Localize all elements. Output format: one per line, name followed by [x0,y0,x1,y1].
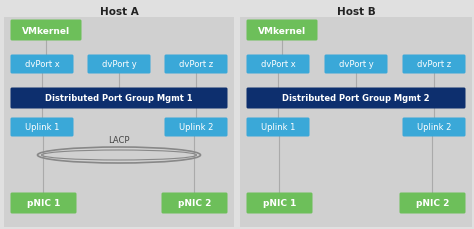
Text: pNIC 2: pNIC 2 [416,199,449,208]
Text: Host A: Host A [100,7,138,17]
Bar [240,18,472,227]
FancyBboxPatch shape [246,118,310,137]
Text: pNIC 2: pNIC 2 [178,199,211,208]
Text: Uplink 1: Uplink 1 [25,123,59,132]
FancyBboxPatch shape [402,118,465,137]
FancyBboxPatch shape [10,193,76,214]
FancyBboxPatch shape [10,55,73,74]
FancyBboxPatch shape [162,193,228,214]
Text: dvPort y: dvPort y [101,60,137,69]
FancyBboxPatch shape [10,118,73,137]
FancyBboxPatch shape [246,55,310,74]
FancyBboxPatch shape [88,55,151,74]
Text: dvPort x: dvPort x [25,60,59,69]
Text: VMkernel: VMkernel [22,26,70,35]
Text: VMkernel: VMkernel [258,26,306,35]
FancyBboxPatch shape [400,193,465,214]
Text: pNIC 1: pNIC 1 [27,199,60,208]
Text: dvPort z: dvPort z [179,60,213,69]
Text: dvPort z: dvPort z [417,60,451,69]
Text: LACP: LACP [108,135,130,144]
Text: dvPort x: dvPort x [261,60,295,69]
FancyBboxPatch shape [10,88,228,109]
FancyBboxPatch shape [325,55,388,74]
Text: Uplink 2: Uplink 2 [417,123,451,132]
FancyBboxPatch shape [10,20,82,41]
Text: Distributed Port Group Mgmt 1: Distributed Port Group Mgmt 1 [45,94,193,103]
Text: Uplink 2: Uplink 2 [179,123,213,132]
FancyBboxPatch shape [246,193,312,214]
FancyBboxPatch shape [246,20,318,41]
Text: Uplink 1: Uplink 1 [261,123,295,132]
Bar [4,18,234,227]
Text: Distributed Port Group Mgmt 2: Distributed Port Group Mgmt 2 [282,94,430,103]
Text: dvPort y: dvPort y [338,60,374,69]
FancyBboxPatch shape [402,55,465,74]
Text: pNIC 1: pNIC 1 [263,199,296,208]
FancyBboxPatch shape [246,88,465,109]
Text: Host B: Host B [337,7,375,17]
FancyBboxPatch shape [164,118,228,137]
FancyBboxPatch shape [164,55,228,74]
